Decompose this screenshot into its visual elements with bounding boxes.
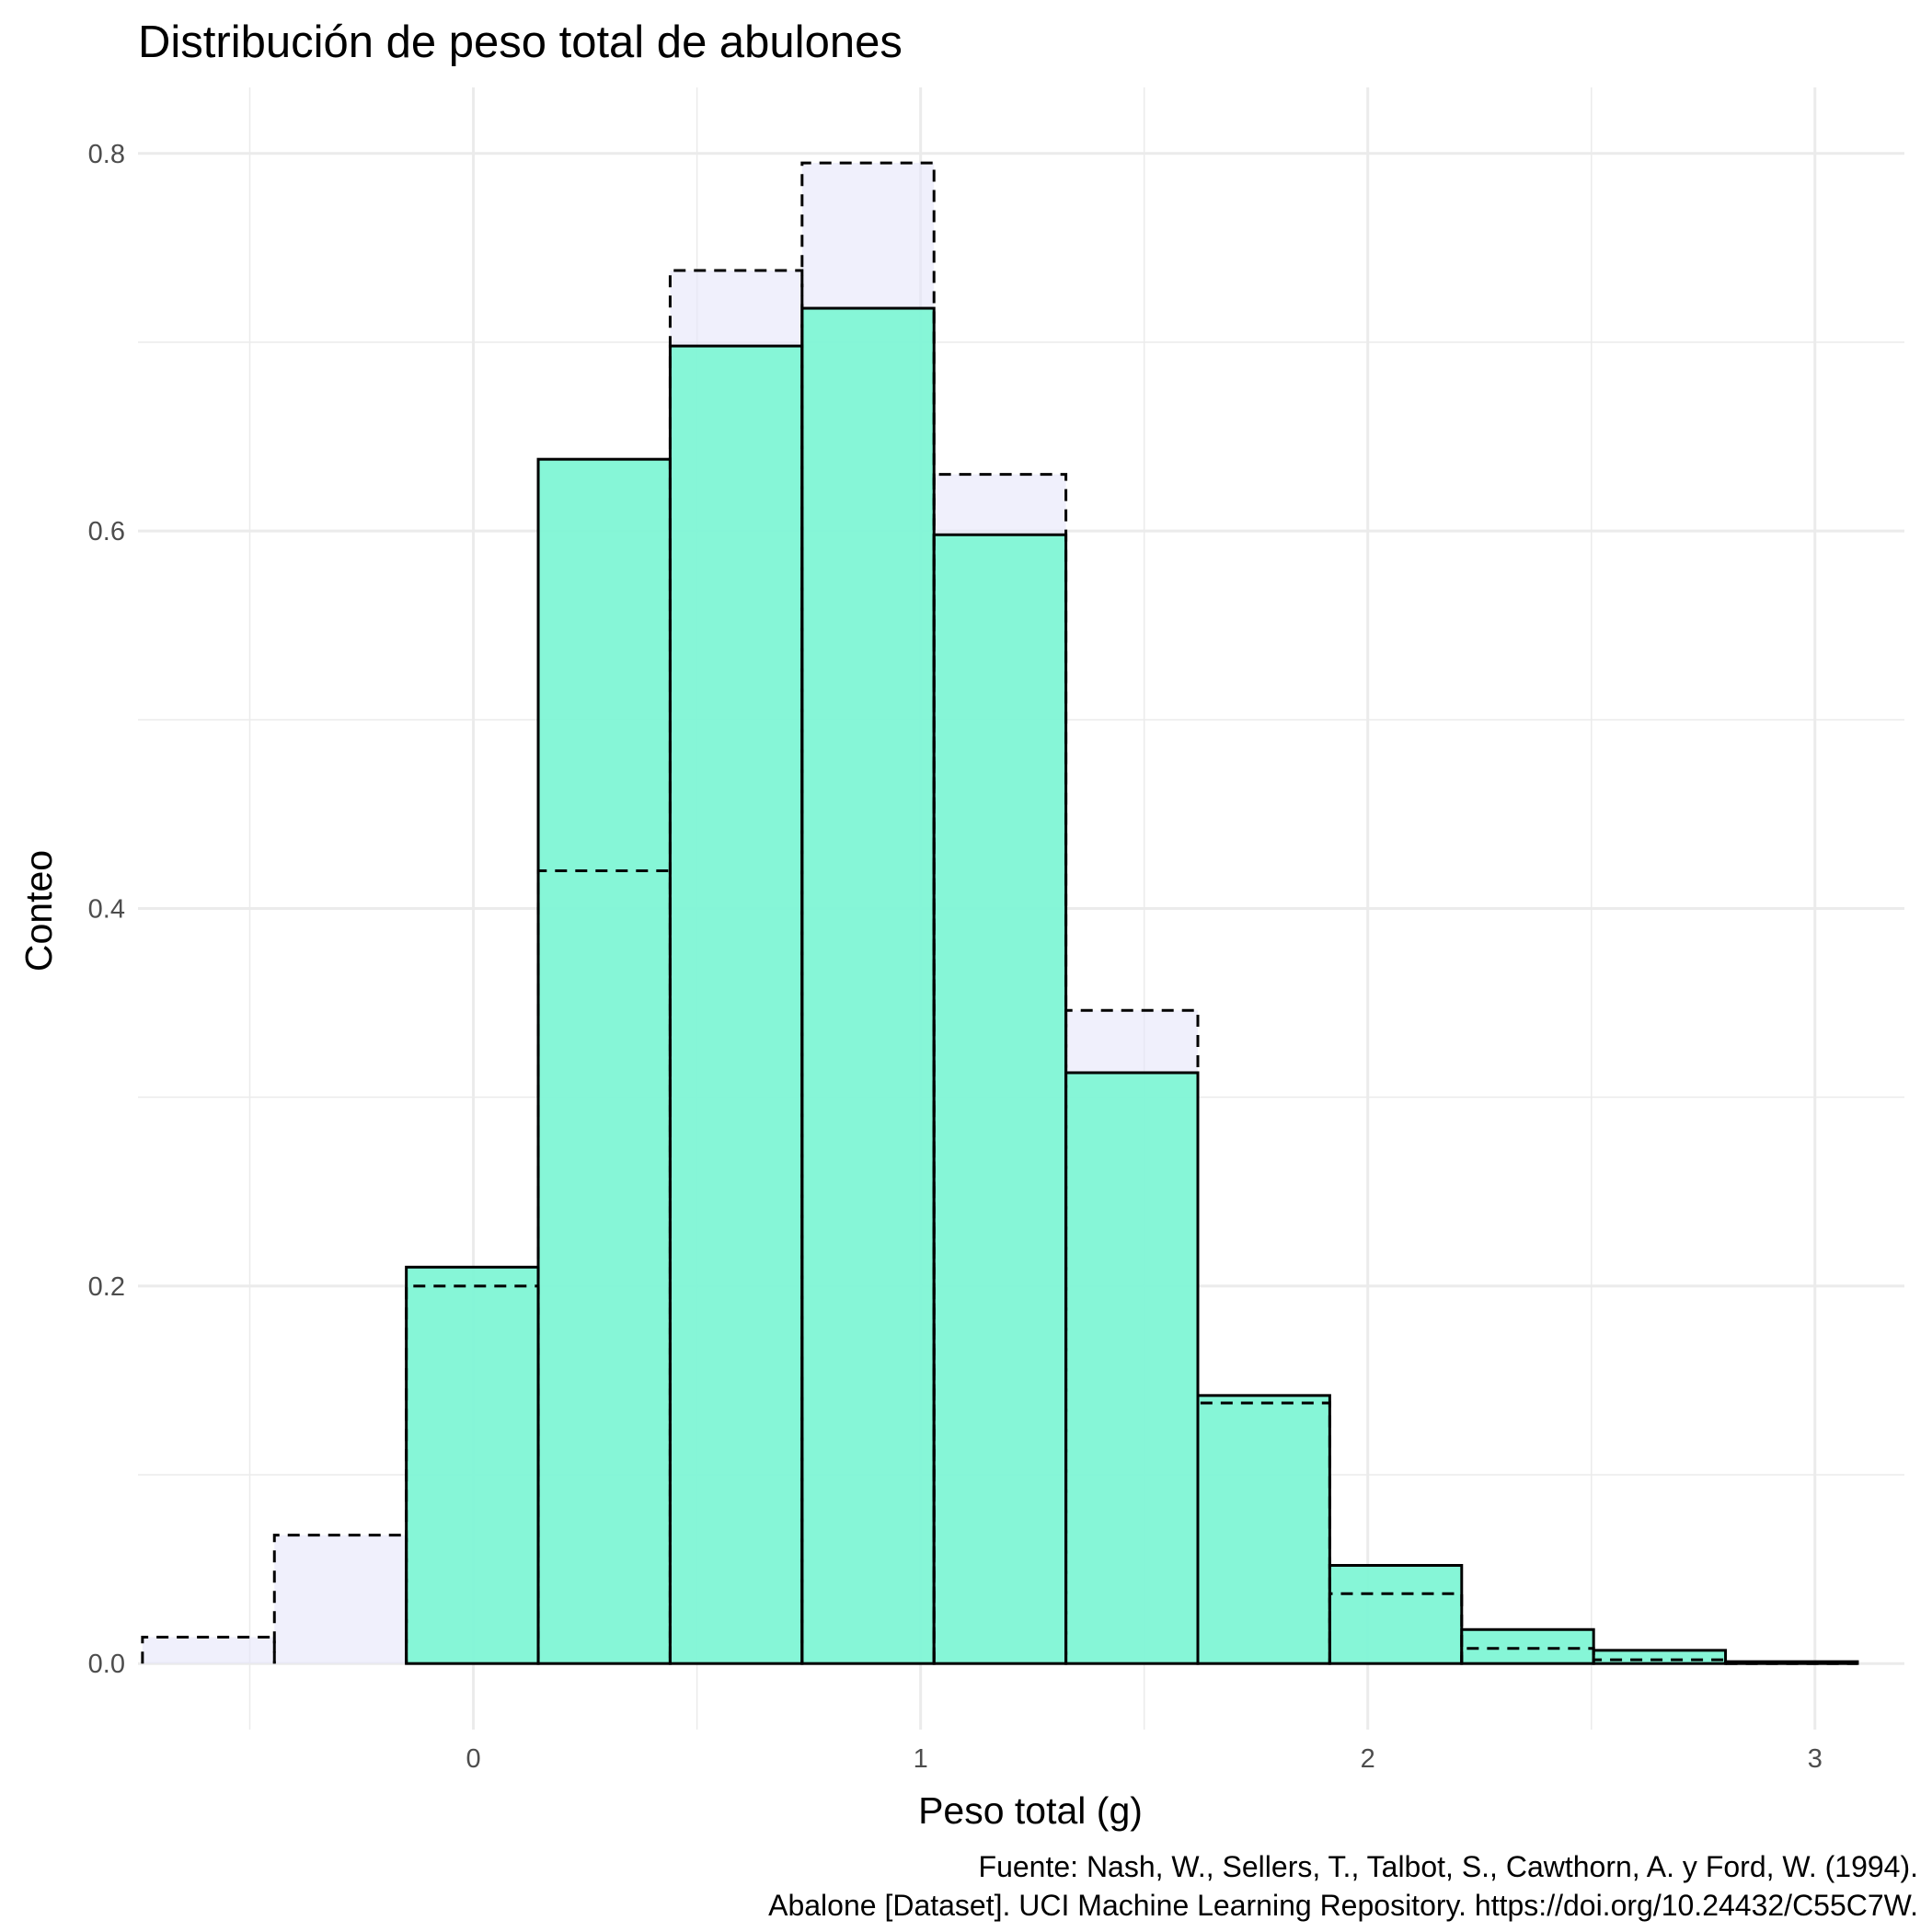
y-tick-label: 0.8: [88, 140, 125, 169]
dashed-series-outline: [1460, 1647, 1595, 1664]
dashed-series-bar: [142, 1637, 275, 1664]
y-tick-label: 0.0: [88, 1650, 125, 1679]
solid-series-bar: [668, 344, 804, 1665]
tick-labels: 0 1 2 3 0.0 0.2 0.4 0.6 0.8: [88, 140, 1823, 1774]
y-tick-label: 0.2: [88, 1272, 125, 1302]
y-axis-title: Conteo: [17, 850, 60, 972]
dashed-series-outline: [1064, 1008, 1200, 1664]
source-caption-line-2: Abalone [Dataset]. UCI Machine Learning …: [768, 1889, 1918, 1922]
solid-series-bar: [1328, 1564, 1464, 1665]
x-axis-title: Peso total (g): [918, 1789, 1143, 1832]
dashed-series-outline: [141, 1635, 276, 1664]
dashed-series-outline: [1592, 1658, 1728, 1664]
source-caption-line-1: Fuente: Nash, W., Sellers, T., Talbot, S…: [979, 1850, 1918, 1883]
solid-series-bar: [536, 457, 672, 1665]
x-tick-label: 3: [1808, 1744, 1823, 1774]
x-tick-label: 0: [466, 1744, 480, 1774]
x-tick-label: 1: [914, 1744, 928, 1774]
dashed-series-outline: [932, 473, 1068, 1664]
dashed-series-outline: [1196, 1401, 1331, 1664]
y-tick-label: 0.4: [88, 895, 125, 925]
solid-series-bar: [1592, 1649, 1728, 1665]
solid-series-bar: [800, 306, 936, 1665]
dashed-series-bar: [274, 1535, 407, 1664]
chart-title: Distribución de peso total de abulones: [138, 17, 903, 67]
solid-series-bar: [1064, 1071, 1200, 1665]
solid-series-bar: [932, 533, 1068, 1665]
solid-series-bar: [1460, 1627, 1595, 1665]
x-tick-label: 2: [1361, 1744, 1375, 1774]
dashed-series-outline: [800, 161, 936, 1664]
bars-layer: [141, 161, 1859, 1665]
y-tick-label: 0.6: [88, 517, 125, 546]
solid-series-bar: [1196, 1394, 1331, 1665]
solid-series-bar: [405, 1265, 540, 1665]
dashed-series-outline: [668, 269, 804, 1664]
